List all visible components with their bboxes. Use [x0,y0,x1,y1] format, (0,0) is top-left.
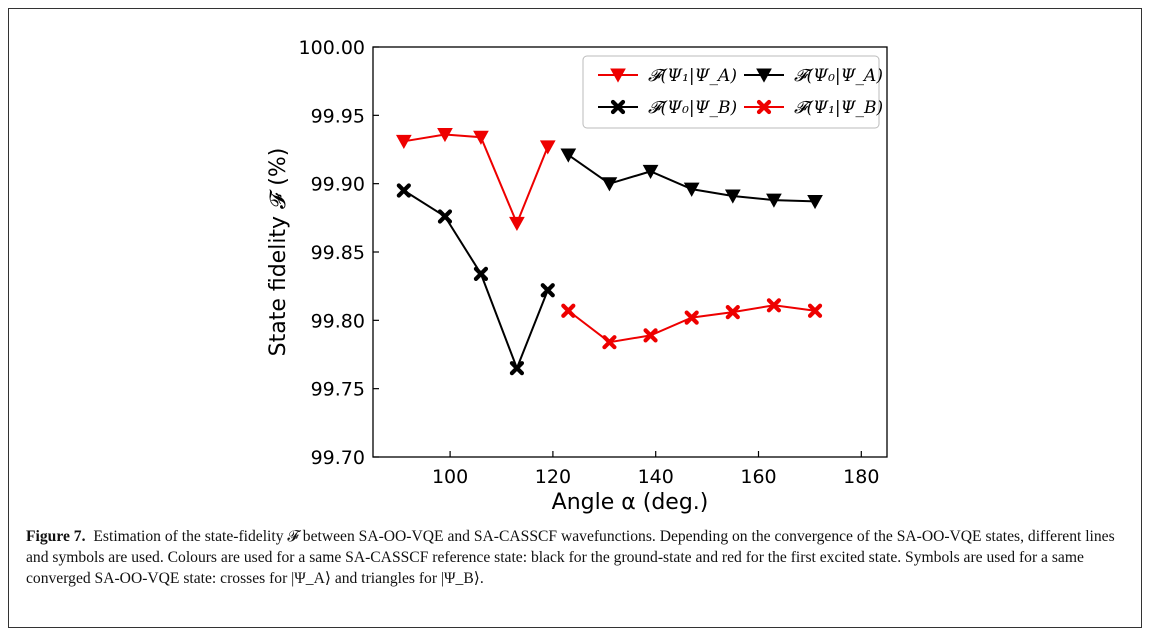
series-0 [395,128,556,231]
caption-label: Figure 7. [26,528,86,545]
x-tick-label: 120 [535,466,571,488]
y-axis-label: State fidelity 𝓕 (%) [266,148,291,357]
legend: 𝓕(Ψ₁|Ψ_A) 𝓕(Ψ₀|Ψ_A) 𝓕(Ψ₀|Ψ_B) 𝓕(Ψ₁|Ψ_B) [582,55,883,129]
legend-item: 𝓕(Ψ₀|Ψ_A) [744,66,883,86]
data-point [766,193,782,208]
legend-label: 𝓕(Ψ₀|Ψ_B) [648,98,737,118]
data-point [509,216,525,231]
data-point [683,182,700,197]
legend-box [582,55,880,129]
data-point [473,266,489,281]
legend-label: 𝓕(Ψ₀|Ψ_A) [794,66,883,86]
data-point [601,177,618,192]
legend-label: 𝓕(Ψ₁|Ψ_A) [648,66,737,86]
data-point [437,128,453,143]
data-point [724,189,741,204]
y-tick-label: 99.75 [311,379,365,401]
data-point [807,303,823,318]
x-axis-label: Angle α (deg.) [552,490,709,515]
series-2 [396,183,555,376]
series-3 [561,298,823,350]
x-tick-label: 100 [432,466,468,488]
legend-item: 𝓕(Ψ₁|Ψ_B) [744,98,883,118]
data-point [561,303,576,318]
figure-caption: Figure 7. Estimation of the state-fideli… [26,526,1126,589]
data-point [509,361,525,376]
x-tick-label: 180 [843,466,879,488]
fidelity-chart: 100 120 140 160 180 100.00 99.95 99.90 99.85 99.8… [266,37,888,515]
data-point [766,298,782,313]
y-tick-label: 99.90 [311,174,365,196]
data-point [437,209,453,224]
y-tick-label: 99.80 [311,310,365,332]
data-point [807,194,823,210]
y-tick-label: 99.95 [311,105,365,127]
legend-label: 𝓕(Ψ₁|Ψ_B) [794,98,883,118]
data-point [684,310,699,325]
legend-marker [756,68,772,83]
legend-marker [610,99,626,115]
caption-text: Estimation of the state-fidelity 𝓕 betwe… [26,528,1115,587]
x-tick-label: 140 [638,466,674,488]
legend-marker [756,99,772,115]
data-point [473,130,489,145]
series-line [403,133,549,226]
legend-item: 𝓕(Ψ₀|Ψ_B) [598,98,737,118]
series-1 [560,148,823,210]
data-point [602,335,617,350]
data-point [539,140,556,155]
data-point [643,328,658,343]
y-tick-label: 99.85 [311,242,365,264]
data-point [725,305,740,320]
data-point [395,134,412,149]
legend-item: 𝓕(Ψ₁|Ψ_A) [598,66,737,86]
legend-marker [610,68,626,83]
data-point [560,148,577,163]
y-tick-label: 99.70 [311,447,365,469]
y-tick-label: 100.00 [299,37,365,59]
data-point [396,183,411,198]
x-tick-label: 160 [740,466,776,488]
data-point [642,164,659,180]
data-point [540,283,555,298]
figure-frame [8,8,1142,628]
